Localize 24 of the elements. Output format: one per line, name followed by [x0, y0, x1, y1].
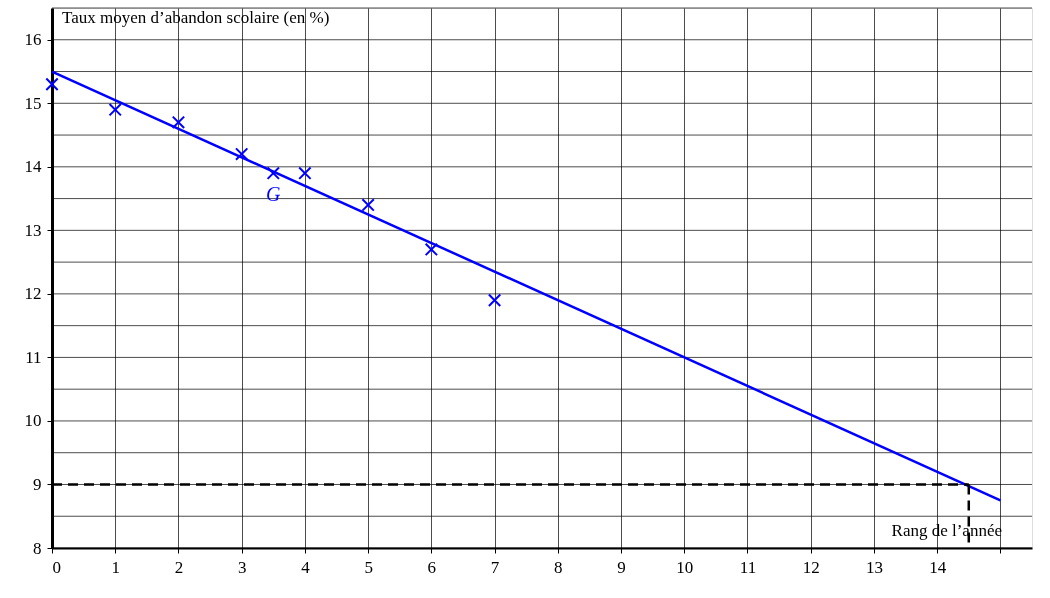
x-tick-label: 2 — [174, 557, 184, 577]
y-tick-label: 12 — [24, 284, 42, 304]
x-tick-label: 6 — [427, 557, 437, 577]
x-tick-label: 12 — [802, 557, 820, 577]
x-tick-label: 11 — [739, 557, 757, 577]
x-tick-label: 14 — [929, 557, 947, 577]
x-tick-label: 5 — [364, 557, 373, 577]
y-tick-label: 8 — [33, 538, 42, 558]
y-tick-label: 13 — [24, 220, 42, 240]
x-tick-label: 7 — [490, 557, 500, 577]
y-tick-label: 15 — [24, 93, 42, 113]
x-tick-label: 3 — [237, 557, 247, 577]
y-tick-label: 11 — [25, 347, 42, 367]
x-tick-label: 0 — [52, 557, 61, 577]
x-tick-label: 1 — [111, 557, 120, 577]
x-tick-label: 4 — [301, 557, 311, 577]
y-tick-label: 14 — [24, 157, 42, 177]
x-tick-label: 9 — [617, 557, 626, 577]
y-tick-label: 16 — [24, 30, 42, 50]
x-tick-label: 13 — [865, 557, 883, 577]
y-tick-label: 9 — [33, 474, 42, 494]
x-tick-label: 8 — [554, 557, 563, 577]
x-tick-label: 10 — [676, 557, 694, 577]
y-tick-label: 10 — [24, 411, 42, 431]
